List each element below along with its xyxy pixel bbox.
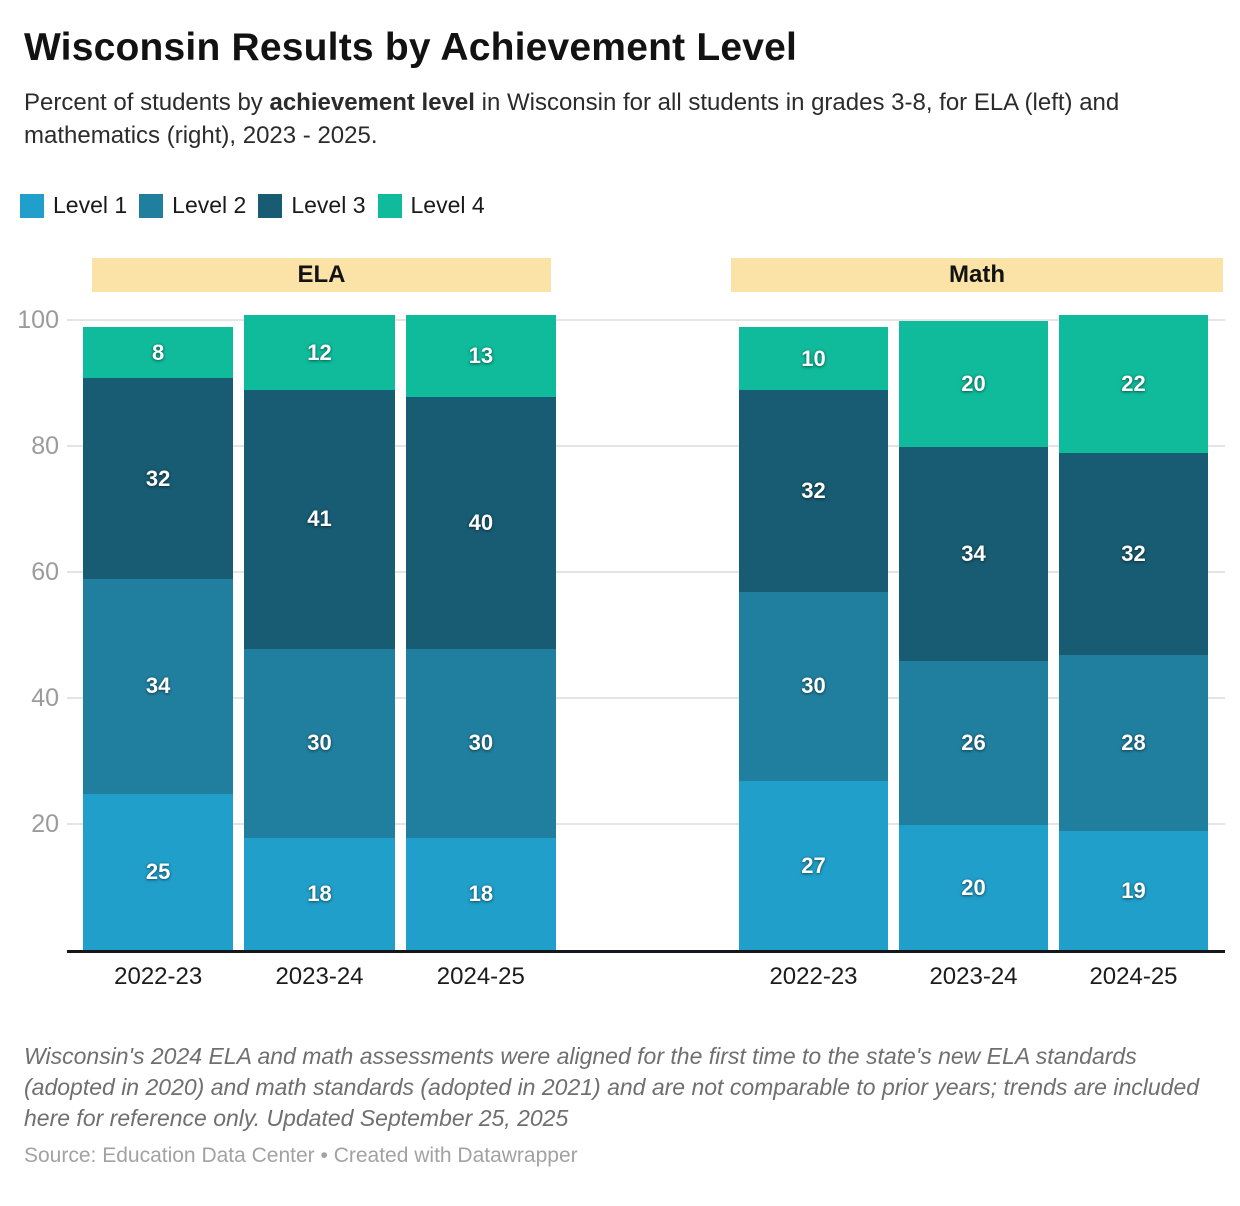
bar-segment-level-1: 27 (739, 780, 888, 951)
bar-segment-level-4: 22 (1059, 314, 1208, 454)
x-axis-label: 2024-25 (1089, 963, 1178, 990)
chart-subtitle: Percent of students by achievement level… (24, 86, 1204, 152)
group-header-ela: ELA (92, 258, 551, 292)
subtitle-bold: achievement level (269, 89, 475, 116)
bar-segment-level-1: 19 (1059, 831, 1208, 951)
bar-segment-level-4: 12 (244, 314, 395, 391)
bar-segment-level-4: 10 (739, 327, 888, 391)
legend-label: Level 4 (410, 192, 485, 218)
bar-segment-level-2: 30 (405, 648, 556, 838)
bar-segment-level-2: 26 (899, 661, 1048, 825)
x-axis-label: 2023-24 (929, 963, 1018, 990)
bar-ela-2024-25: 13 40 30 18 (405, 314, 556, 951)
legend-item: Level 2 (139, 192, 246, 219)
y-axis-tick: 100 (17, 306, 59, 334)
group-headers: ELA Math (75, 258, 1225, 292)
bar-segment-level-2: 30 (244, 648, 395, 838)
bar-segment-level-2: 30 (739, 591, 888, 781)
y-axis-tick: 40 (31, 684, 59, 712)
x-axis-line (67, 950, 1225, 953)
gridline (67, 571, 1225, 573)
x-axis-labels-ela: 2022-23 2023-24 2024-25 (83, 963, 556, 991)
bar-segment-level-1: 25 (83, 793, 234, 951)
x-axis-label: 2023-24 (275, 963, 364, 990)
subtitle-prefix: Percent of students by (24, 89, 270, 116)
bar-segment-level-3: 32 (1059, 453, 1208, 655)
legend-label: Level 1 (53, 192, 128, 218)
legend-label: Level 3 (291, 192, 366, 218)
bar-segment-level-3: 40 (405, 396, 556, 649)
legend-item: Level 3 (258, 192, 366, 219)
bar-segment-level-3: 32 (83, 377, 234, 580)
plot-area: 8 32 34 25 12 41 30 18 13 40 30 18 10 32 30 27 20 34 26 20… (17, 306, 1225, 953)
bar-segment-level-4: 20 (899, 321, 1048, 448)
group-header-math: Math (731, 258, 1223, 292)
bar-ela-2023-24: 12 41 30 18 (244, 314, 395, 951)
legend-swatch-level-4 (377, 193, 402, 218)
subtitle-suffix: in Wisconsin for all students in grades … (24, 89, 1120, 149)
legend-label: Level 2 (172, 192, 247, 218)
gridline (67, 823, 1225, 825)
bar-segment-level-2: 28 (1059, 654, 1208, 832)
bar-segment-level-3: 32 (739, 390, 888, 592)
bar-group-math: 10 32 30 27 20 34 26 20 22 32 28 19 (739, 314, 1208, 951)
y-axis-tick: 80 (31, 432, 59, 460)
x-axis-label: 2024-25 (436, 963, 525, 990)
legend-item: Level 1 (20, 192, 127, 219)
bar-segment-level-3: 34 (899, 447, 1048, 662)
legend-swatch-level-2 (139, 193, 164, 218)
bar-group-ela: 8 32 34 25 12 41 30 18 13 40 30 18 (83, 314, 556, 951)
legend-swatch-level-3 (258, 193, 283, 218)
bar-math-2022-23: 10 32 30 27 (739, 327, 888, 951)
page-title: Wisconsin Results by Achievement Level (24, 26, 798, 69)
x-axis-labels: 2022-23 2023-24 2024-25 2022-23 2023-24 2024… (75, 951, 1225, 997)
legend: Level 1 Level 2 Level 3 Level 4 (20, 192, 1240, 219)
bar-math-2023-24: 20 34 26 20 (899, 321, 1048, 951)
legend-item: Level 4 (377, 192, 485, 219)
bar-segment-level-4: 13 (405, 314, 556, 397)
bar-segment-level-3: 41 (244, 390, 395, 649)
bar-segment-level-2: 34 (83, 579, 234, 794)
gridline (67, 319, 1225, 321)
bar-math-2024-25: 22 32 28 19 (1059, 314, 1208, 951)
gridline (67, 445, 1225, 447)
x-axis-label: 2022-23 (769, 963, 858, 990)
legend-swatch-level-1 (20, 193, 44, 218)
bar-segment-level-1: 18 (405, 837, 556, 951)
bar-segment-level-4: 8 (83, 327, 234, 378)
y-axis-tick: 60 (31, 558, 59, 586)
source-line: Source: Education Data Center • Created … (24, 1144, 578, 1167)
bar-segment-level-1: 20 (899, 825, 1048, 951)
x-axis-label: 2022-23 (114, 963, 203, 990)
footnote: Wisconsin's 2024 ELA and math assessment… (24, 1043, 1200, 1131)
bar-segment-level-1: 18 (244, 837, 395, 951)
chart-container: Wisconsin Results by Achievement Level P… (0, 26, 1240, 1168)
y-axis-tick: 20 (31, 810, 59, 838)
bar-ela-2022-23: 8 32 34 25 (83, 327, 234, 951)
x-axis-labels-math: 2022-23 2023-24 2024-25 (739, 963, 1208, 991)
gridline (67, 697, 1225, 699)
